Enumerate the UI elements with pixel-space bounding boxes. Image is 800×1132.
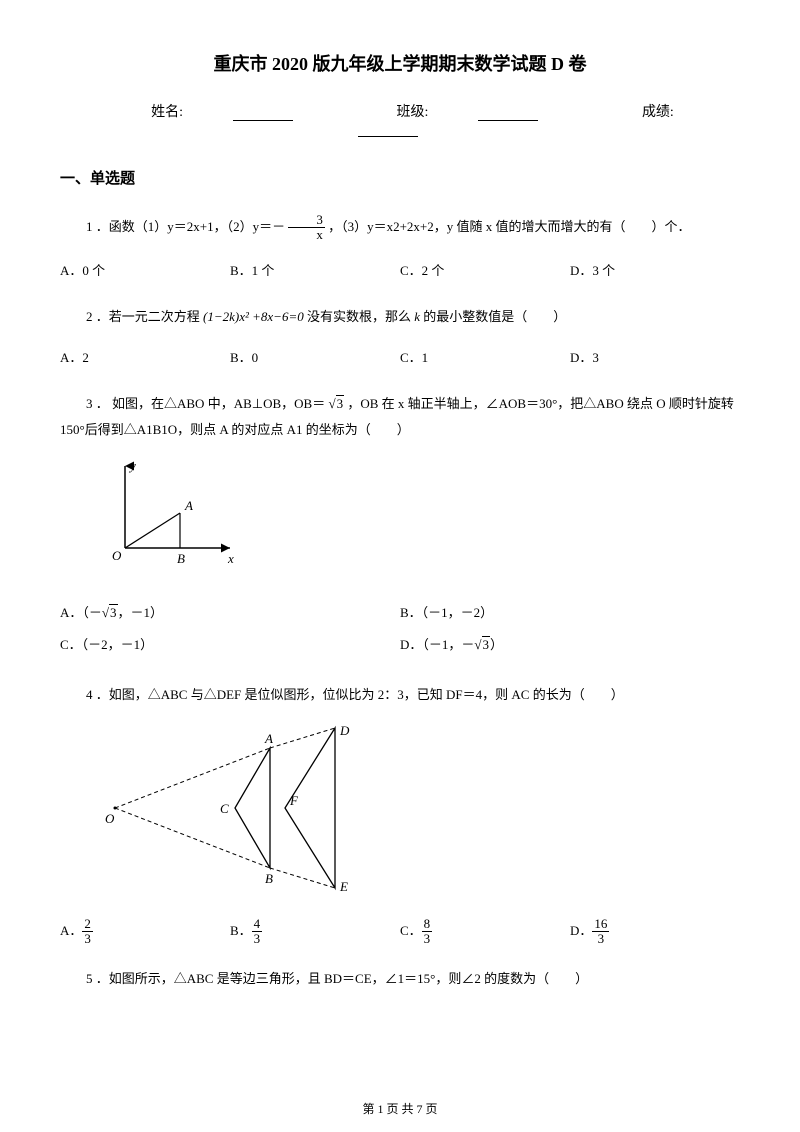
q1-opt-b[interactable]: B．1 个 — [230, 258, 400, 284]
q3-opt-c[interactable]: C．（－2，－1） — [60, 629, 400, 662]
q3-opt-d[interactable]: D．（－1，－3） — [400, 629, 740, 662]
name-label: 姓名: — [151, 105, 183, 120]
q2-suffix: 的最小整数值是（ ） — [423, 309, 566, 324]
q3-figure: y x O A B — [100, 458, 740, 577]
info-line: 姓名: 班级: 成绩: — [60, 101, 740, 137]
q4-opt-b[interactable]: B．43 — [230, 917, 400, 947]
q3-opt-a[interactable]: A．（－3，－1） — [60, 597, 400, 630]
q2-mid: 没有实数根，那么 — [307, 309, 411, 324]
question-1: 1 ．函数（1）y＝2x+1，（2）y＝－ 3x ，（3）y＝x2+2x+2，y… — [60, 213, 740, 243]
svg-text:y: y — [128, 458, 136, 473]
svg-text:B: B — [177, 551, 185, 566]
q4-opt-a[interactable]: A．23 — [60, 917, 230, 947]
q2-options: A．2 B．0 C．1 D．3 — [60, 345, 740, 371]
page-footer: 第 1 页 共 7 页 — [0, 1100, 800, 1117]
class-blank[interactable] — [478, 120, 538, 121]
q2-opt-b[interactable]: B．0 — [230, 345, 400, 371]
q2-prefix: 2 ．若一元二次方程 — [86, 309, 200, 324]
q3-sqrt: 3 — [328, 391, 344, 417]
score-blank[interactable] — [358, 136, 418, 137]
question-2: 2 ．若一元二次方程 (1−2k)x² +8x−6=0 没有实数根，那么 k 的… — [60, 304, 740, 330]
svg-text:D: D — [339, 723, 350, 738]
score-label: 成绩: — [642, 105, 674, 120]
q2-expr: (1−2k)x² +8x−6=0 — [203, 309, 304, 324]
q1-options: A．0 个 B．1 个 C．2 个 D．3 个 — [60, 258, 740, 284]
q1-opt-a[interactable]: A．0 个 — [60, 258, 230, 284]
q2-opt-d[interactable]: D．3 — [570, 345, 740, 371]
name-blank[interactable] — [233, 120, 293, 121]
svg-text:B: B — [265, 871, 273, 886]
q2-opt-a[interactable]: A．2 — [60, 345, 230, 371]
q4-figure: O A B C D E F — [100, 723, 740, 897]
svg-text:A: A — [264, 731, 273, 746]
class-label: 班级: — [397, 105, 429, 120]
q1-prefix: 1 ．函数（1）y＝2x+1，（2）y＝－ — [86, 219, 285, 234]
q1-opt-c[interactable]: C．2 个 — [400, 258, 570, 284]
q4-opt-c[interactable]: C．83 — [400, 917, 570, 947]
q3-opt-b[interactable]: B．（－1，－2） — [400, 597, 740, 630]
question-5: 5 ．如图所示，△ABC 是等边三角形，且 BD＝CE，∠1＝15°，则∠2 的… — [60, 966, 740, 992]
q2-opt-c[interactable]: C．1 — [400, 345, 570, 371]
q3-prefix: 3 ． 如图，在△ABO 中，AB⊥OB，OB＝ — [86, 396, 325, 411]
svg-text:F: F — [289, 793, 299, 808]
svg-text:x: x — [227, 551, 234, 566]
question-4: 4 ．如图，△ABC 与△DEF 是位似图形，位似比为 2：3，已知 DF＝4，… — [60, 682, 740, 708]
svg-text:O: O — [112, 548, 122, 563]
svg-text:E: E — [339, 879, 348, 893]
svg-text:O: O — [105, 811, 115, 826]
q3-options: A．（－3，－1） B．（－1，－2） C．（－2，－1） D．（－1，－3） — [60, 597, 740, 662]
q3-line2: 150°后得到△A1B1O，则点 A 的对应点 A1 的坐标为（ ） — [60, 422, 410, 437]
question-3: 3 ． 如图，在△ABO 中，AB⊥OB，OB＝ 3 ，OB 在 x 轴正半轴上… — [60, 391, 740, 443]
q3-mid: ，OB 在 x 轴正半轴上，∠AOB＝30°，把△ABO 绕点 O 顺时针旋转 — [347, 396, 734, 411]
q4-options: A．23 B．43 C．83 D．163 — [60, 917, 740, 947]
q1-opt-d[interactable]: D．3 个 — [570, 258, 740, 284]
page-title: 重庆市 2020 版九年级上学期期末数学试题 D 卷 — [60, 50, 740, 76]
svg-text:C: C — [220, 801, 229, 816]
q4-opt-d[interactable]: D．163 — [570, 917, 740, 947]
q2-k: k — [414, 309, 420, 324]
q1-fraction: 3x — [288, 213, 325, 243]
section-1-header: 一、单选题 — [60, 167, 740, 188]
svg-text:A: A — [184, 498, 193, 513]
q1-suffix: ，（3）y＝x2+2x+2，y 值随 x 值的增大而增大的有（ ）个． — [328, 219, 690, 234]
